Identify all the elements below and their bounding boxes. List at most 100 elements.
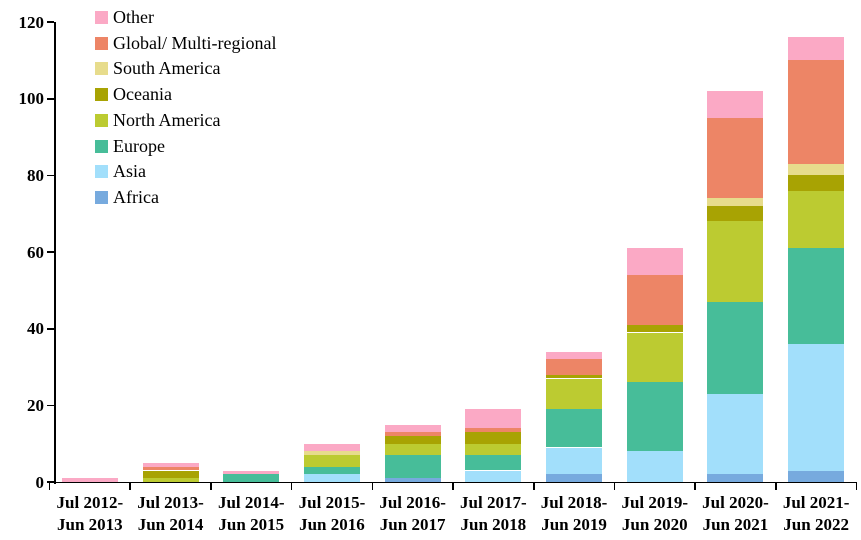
x-axis-tick: [775, 483, 777, 490]
x-label-line2: Jun 2014: [137, 515, 204, 534]
bar-segment-africa: [788, 470, 845, 482]
bar-segment-africa: [384, 478, 441, 482]
legend-label: Oceania: [113, 84, 172, 105]
legend-item-africa: Africa: [95, 186, 325, 207]
x-axis-tick: [613, 483, 616, 490]
bar-segment-south-america: [788, 163, 845, 176]
bar-segment-asia: [303, 474, 360, 482]
bar-segment-asia: [707, 393, 764, 475]
x-axis-category-label: Jul 2021- Jun 2022: [768, 492, 861, 536]
bar-segment-oceania: [707, 206, 764, 222]
x-label-line2: Jun 2022: [783, 515, 849, 534]
legend-item-oceania: Oceania: [95, 84, 325, 105]
x-label-line2: Jun 2013: [57, 515, 123, 534]
x-label-line1: Jul 2020-: [702, 493, 769, 512]
bar-segment-other: [142, 462, 199, 467]
bar-segment-oceania: [546, 374, 603, 379]
bar-segment-europe: [384, 455, 441, 479]
y-axis-tick: [47, 97, 54, 100]
x-label-line1: Jul 2021-: [782, 493, 850, 512]
bar-segment-global-multi-regional: [465, 428, 522, 433]
legend-label: Other: [113, 7, 154, 27]
bar-segment-europe: [223, 474, 280, 482]
y-axis-line: [54, 22, 56, 484]
x-axis-tick: [532, 483, 535, 490]
bar-segment-oceania: [788, 175, 845, 191]
bar-segment-asia: [626, 451, 683, 482]
legend-item-asia: Asia: [95, 161, 325, 182]
bar-segment-oceania: [142, 470, 199, 479]
bar-segment-europe: [707, 301, 764, 394]
x-axis-tick: [129, 483, 132, 490]
y-tick-label: 0: [35, 472, 45, 492]
bar-segment-europe: [788, 248, 845, 344]
x-axis-category-label: Jul 2015- Jun 2016: [284, 492, 380, 536]
x-axis-category-label: Jul 2012- Jun 2013: [42, 492, 138, 536]
bar-segment-south-america: [707, 198, 764, 206]
x-axis-category-label: Jul 2019- Jun 2020: [607, 492, 703, 536]
bar-segment-europe: [626, 382, 683, 452]
x-label-line1: Jul 2016-: [379, 493, 446, 512]
legend-swatch-icon: [95, 36, 108, 50]
y-tick-label: 60: [27, 242, 44, 262]
legend-label: North America: [113, 109, 221, 130]
x-label-line1: Jul 2013-: [137, 493, 204, 512]
bar-segment-asia: [546, 447, 603, 475]
bar-segment-north-america: [384, 443, 441, 456]
legend-swatch-icon: [95, 113, 108, 127]
bar-segment-global-multi-regional: [384, 432, 441, 436]
bar-segment-other: [626, 248, 683, 275]
bar-segment-europe: [465, 455, 522, 471]
x-axis-category-label: Jul 2016- Jun 2017: [365, 492, 461, 536]
legend-swatch-icon: [95, 62, 108, 76]
bar-segment-global-multi-regional: [788, 60, 845, 164]
x-axis-tick: [290, 483, 293, 490]
bar-segment-global-multi-regional: [707, 117, 764, 199]
bar-segment-other: [465, 409, 522, 429]
y-axis-tick: [47, 174, 54, 177]
x-axis-category-label: Jul 2014- Jun 2015: [203, 492, 299, 536]
y-tick-label: 20: [27, 395, 44, 415]
x-label-line2: Jun 2021: [702, 515, 769, 534]
bar-segment-global-multi-regional: [546, 359, 603, 375]
legend-swatch-icon: [95, 11, 108, 24]
y-axis-tick: [47, 481, 54, 483]
y-axis-tick: [47, 21, 54, 23]
bar-segment-asia: [465, 470, 522, 482]
bar-segment-north-america: [626, 332, 683, 383]
x-axis-tick: [694, 483, 696, 490]
legend-item-global-multi-regional: Global/ Multi-regional: [95, 32, 325, 53]
bar-segment-global-multi-regional: [626, 275, 683, 325]
bar-segment-north-america: [303, 455, 360, 467]
legend-item-north-america: North America: [95, 109, 325, 130]
bar-segment-north-america: [788, 190, 845, 249]
legend-label: Asia: [113, 161, 146, 182]
legend-label: South America: [113, 58, 221, 79]
x-axis-tick: [210, 483, 212, 490]
legend-item-south-america: South America: [95, 58, 325, 79]
y-tick-label: 120: [18, 12, 45, 32]
x-axis-tick: [452, 483, 454, 490]
x-label-line1: Jul 2014-: [217, 493, 285, 512]
bar-segment-oceania: [384, 436, 441, 444]
x-axis-category-label: Jul 2017- Jun 2018: [445, 492, 541, 536]
legend-item-other: Other: [95, 7, 325, 27]
x-label-line2: Jun 2018: [460, 515, 527, 534]
x-axis-tick: [855, 483, 858, 490]
x-axis-line: [48, 481, 857, 484]
x-axis-tick: [48, 483, 51, 490]
legend-label: Africa: [113, 186, 159, 207]
bar-segment-europe: [303, 466, 360, 475]
legend-item-europe: Europe: [95, 135, 325, 156]
legend-label: Europe: [113, 135, 165, 156]
bar-segment-asia: [788, 344, 845, 471]
legend-label: Global/ Multi-regional: [113, 32, 277, 53]
x-axis-tick: [371, 483, 374, 490]
x-label-line2: Jun 2017: [379, 515, 446, 534]
x-axis-category-label: Jul 2018- Jun 2019: [526, 492, 622, 536]
x-axis-category-label: Jul 2013- Jun 2014: [123, 492, 219, 536]
y-tick-label: 40: [27, 319, 44, 339]
x-label-line2: Jun 2016: [299, 515, 365, 534]
y-axis-tick: [47, 404, 54, 407]
